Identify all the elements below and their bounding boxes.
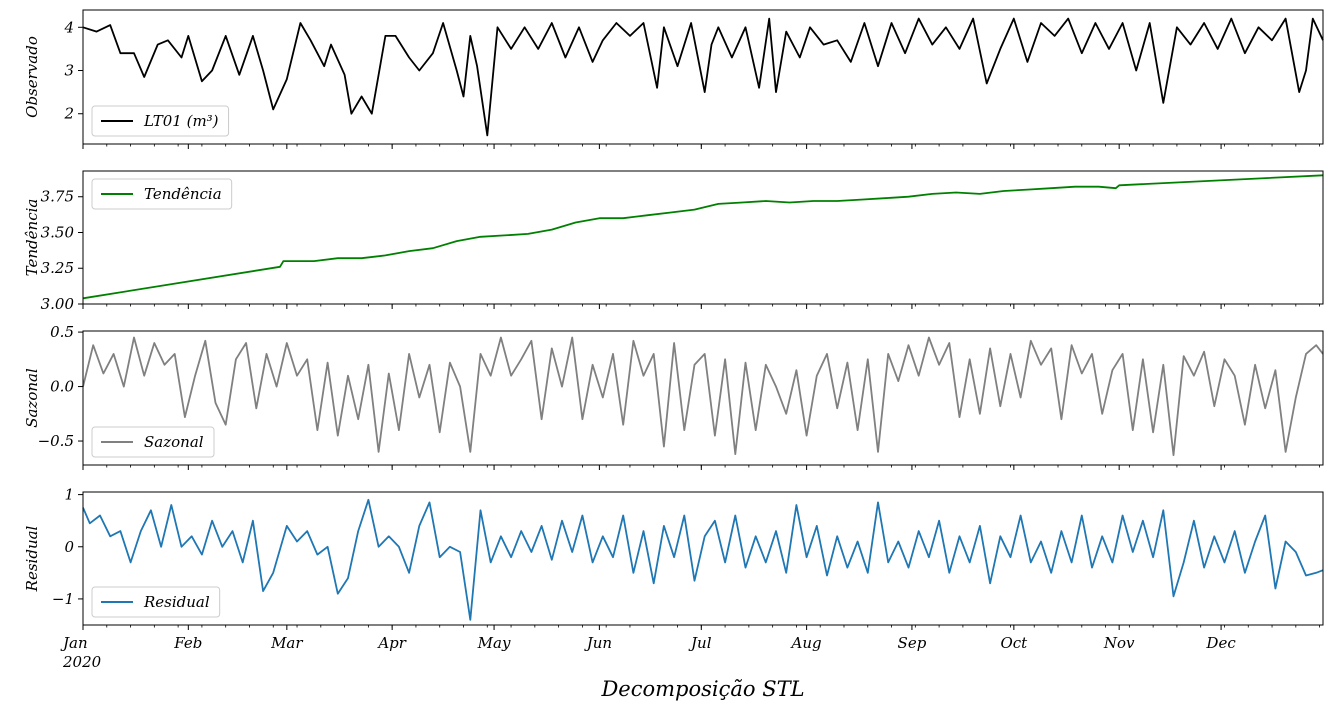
y-axis-label: Sazonal [23,368,41,428]
x-tick-label: Sep [898,634,927,652]
legend-label: Sazonal [144,433,204,451]
legend-box [91,105,230,137]
y-axis-label: Observado [23,36,41,118]
axes-frame-seasonal [82,330,1324,466]
x-tick-label: Dec [1205,634,1236,652]
series-line-trend [82,174,1324,300]
y-tick-label: 3.25 [41,259,74,277]
series-line-seasonal [82,336,1324,457]
axes-frame-trend [82,170,1324,305]
x-tick-label: Mar [270,634,303,652]
y-tick-label: 3.75 [41,188,74,206]
y-tick-label: −1 [52,590,74,608]
x-tick-label: Jun [584,634,612,652]
x-tick-label: Nov [1103,634,1135,652]
x-tick-label: Feb [173,634,202,652]
y-tick-label: 3.00 [41,295,75,313]
x-tick-label: Apr [376,634,406,652]
y-tick-label: −0.5 [38,432,74,450]
x-tick-label: Oct [1000,634,1028,652]
y-tick-label: 4 [63,18,74,36]
y-axis-label: Tendência [23,199,41,277]
x-tick-sublabel: 2020 [62,653,102,671]
panel-residual: −1 0 1 Residual Residual [23,486,1324,630]
axes-frame-observed [82,9,1324,145]
legend-seasonal: Sazonal [91,426,215,458]
x-tick-label: Aug [790,634,822,652]
legend-trend: Tendência [91,178,233,210]
x-axis-label: Decomposição STL [600,677,804,701]
x-tick-label: Jan [60,634,88,652]
y-tick-label: 0 [64,538,74,556]
legend-box [91,426,215,458]
y-tick-label: 3 [64,62,74,80]
x-tick-label: May [477,634,511,652]
panel-seasonal: −0.5 0.0 0.5 Sazonal Sazonal [23,323,1324,470]
legend-label: LT01 (m³) [143,112,219,130]
series-line-observed [82,17,1324,137]
legend-residual: Residual [91,586,221,618]
axes-frame-residual [82,491,1324,626]
y-tick-label: 2 [63,105,74,123]
y-axis-label: Residual [23,525,41,592]
legend-label: Residual [143,593,210,611]
series-line-residual [82,498,1324,621]
y-tick-label: 3.50 [41,223,75,241]
y-tick-label: 0.0 [50,378,74,396]
panel-observed: 2 3 4 Observado LT01 (m³) [23,9,1324,149]
legend-label: Tendência [144,185,222,203]
legend-box [91,586,221,618]
y-tick-label: 1 [64,486,74,504]
legend-box [91,178,233,210]
legend-observed: LT01 (m³) [91,105,230,137]
x-tick-label: Jul [688,634,712,652]
y-tick-label: 0.5 [50,323,74,341]
